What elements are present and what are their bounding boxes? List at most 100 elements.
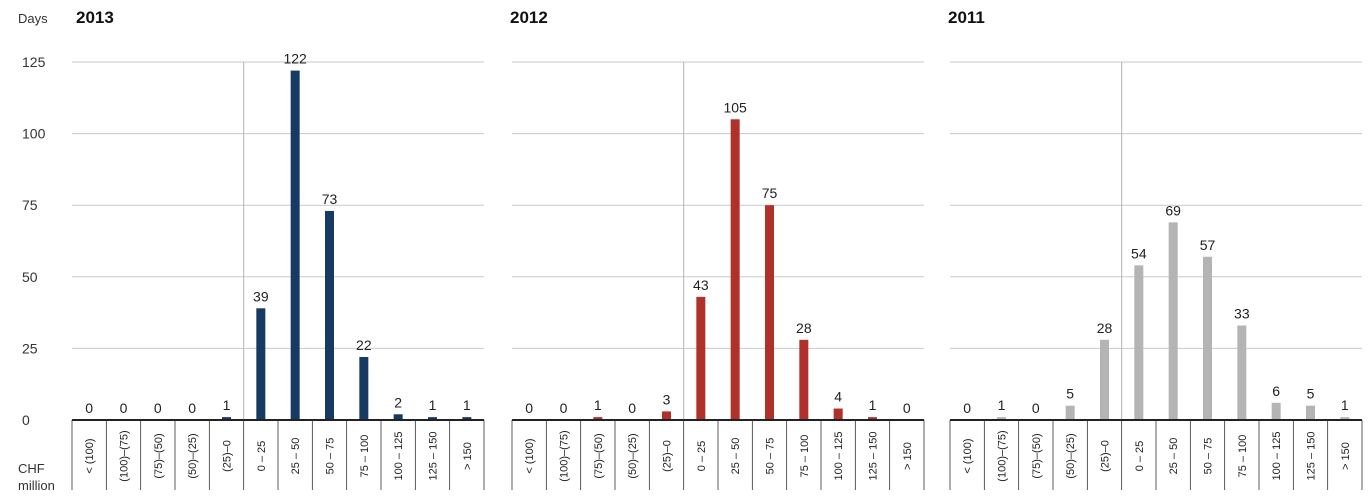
data-label: 73 [322, 191, 338, 207]
data-label: 3 [663, 391, 671, 407]
data-label: 0 [628, 400, 636, 416]
category-label: 125 – 150 [868, 432, 880, 481]
chart-title: 2012 [510, 8, 548, 27]
data-label: 1 [1341, 397, 1349, 413]
category-label: > 150 [1340, 442, 1352, 470]
bar [1168, 222, 1178, 420]
category-label: (50)–(25) [187, 433, 199, 478]
category-label: 0 – 25 [256, 441, 268, 472]
category-label: 100 – 125 [833, 432, 845, 481]
bar [730, 119, 740, 420]
category-label: 50 – 75 [1203, 438, 1215, 475]
y-tick-label: 125 [22, 54, 46, 70]
data-label: 28 [1097, 320, 1113, 336]
bar [393, 414, 403, 420]
data-label: 0 [188, 400, 196, 416]
category-label: 125 – 150 [1306, 432, 1318, 481]
bar [868, 417, 877, 420]
x-unit-label-line2: million [18, 478, 55, 493]
category-label: 75 – 100 [359, 435, 371, 478]
category-label: (25)–0 [662, 440, 674, 472]
data-label: 1 [869, 397, 877, 413]
category-label: 75 – 100 [799, 435, 811, 478]
category-label: (50)–(25) [1065, 433, 1077, 478]
data-label: 0 [85, 400, 93, 416]
data-label: 0 [525, 400, 533, 416]
data-label: 1 [998, 397, 1006, 413]
data-label: 0 [560, 400, 568, 416]
bar [696, 296, 706, 420]
bar [462, 417, 472, 420]
category-label: (25)–0 [1100, 440, 1112, 472]
data-label: 2 [394, 394, 402, 410]
data-label: 28 [796, 320, 812, 336]
data-label: 22 [356, 337, 372, 353]
bar [359, 356, 369, 420]
bar [1100, 339, 1109, 420]
data-label: 5 [1066, 386, 1074, 402]
chart-panel-2011: 2011 0 1 0 5 28 54 69 57 33 6 5 1 < (100) (100)–(75) (7… [948, 8, 1363, 490]
category-label: (100)–(75) [997, 430, 1009, 481]
y-axis-label: Days [18, 11, 48, 26]
data-label: 0 [963, 400, 971, 416]
bar [1271, 402, 1281, 420]
y-tick-label: 0 [22, 412, 30, 428]
data-label: 43 [693, 277, 709, 293]
category-label: 75 – 100 [1237, 435, 1249, 478]
data-label: 69 [1165, 202, 1181, 218]
chart-title: 2013 [76, 8, 114, 27]
y-tick-label: 25 [22, 340, 38, 356]
category-label: < (100) [962, 438, 974, 473]
bar [799, 339, 809, 420]
category-label: < (100) [524, 438, 536, 473]
category-label: (100)–(75) [559, 430, 571, 481]
data-label: 0 [120, 400, 128, 416]
bar [1203, 256, 1212, 420]
data-label: 122 [283, 51, 307, 67]
category-label: (100)–(75) [119, 430, 131, 481]
bar [833, 408, 843, 420]
bar [1306, 405, 1315, 420]
bar [290, 70, 300, 420]
category-label: 25 – 50 [1168, 438, 1180, 475]
data-label: 0 [903, 400, 911, 416]
category-label: 125 – 150 [428, 432, 440, 481]
bar [1237, 325, 1247, 420]
bar [997, 417, 1006, 420]
category-label: 25 – 50 [730, 438, 742, 475]
category-label: 0 – 25 [1134, 441, 1146, 472]
data-label: 6 [1272, 383, 1280, 399]
data-label: 39 [253, 288, 269, 304]
category-label: 100 – 125 [1271, 432, 1283, 481]
data-label: 0 [1032, 400, 1040, 416]
bar [1134, 265, 1144, 420]
data-label: 1 [463, 397, 471, 413]
category-label: 50 – 75 [325, 438, 337, 475]
data-label: 75 [762, 185, 778, 201]
category-label: 0 – 25 [696, 441, 708, 472]
chart-panel-2012: 2012 0 0 1 0 3 43 105 75 28 4 1 0 < (100) (100)–(75) (7… [510, 8, 925, 490]
category-label: (25)–0 [222, 440, 234, 472]
data-label: 5 [1307, 386, 1315, 402]
data-label: 0 [154, 400, 162, 416]
y-tick-label: 50 [22, 269, 38, 285]
category-label: (50)–(25) [627, 433, 639, 478]
bar [428, 417, 437, 420]
category-label: > 150 [462, 442, 474, 470]
data-label: 33 [1234, 305, 1250, 321]
data-label: 1 [594, 397, 602, 413]
bar [593, 417, 603, 420]
y-tick-label: 100 [22, 126, 46, 142]
category-label: 50 – 75 [765, 438, 777, 475]
category-label: < (100) [84, 438, 96, 473]
bar [256, 308, 266, 420]
data-label: 54 [1131, 245, 1147, 261]
x-unit-label-line1: CHF [18, 461, 45, 476]
bar [222, 417, 231, 420]
bar [1340, 417, 1350, 420]
data-label: 4 [834, 389, 842, 405]
bar [1065, 405, 1075, 420]
bar [662, 411, 671, 420]
